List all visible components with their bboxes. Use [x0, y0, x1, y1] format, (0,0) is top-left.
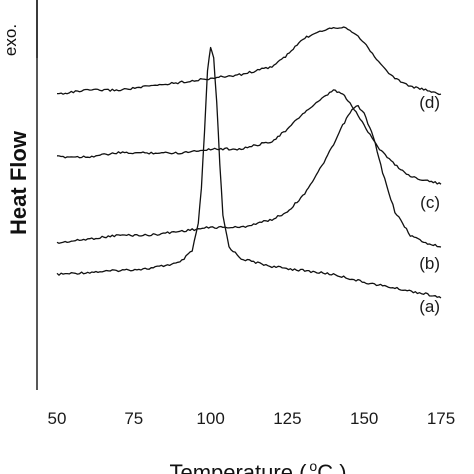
- x-axis-title-prefix: Temperature (: [169, 460, 307, 474]
- curve-label-b: (b): [419, 254, 440, 273]
- series-line-c: [56, 89, 442, 185]
- series-line-a: [56, 46, 442, 299]
- y-axis-title: Heat Flow: [6, 130, 31, 235]
- x-tick-label-50: 50: [48, 409, 67, 428]
- curve-label-a: (a): [419, 297, 440, 316]
- x-tick-labels: 50 75 100 125 150 175: [48, 409, 456, 428]
- series-group: [56, 26, 442, 299]
- exo-label: exo.: [1, 24, 20, 56]
- curve-label-c: (c): [420, 193, 440, 212]
- series-line-b: [56, 104, 442, 248]
- x-tick-label-125: 125: [273, 409, 301, 428]
- curve-labels: (a) (b) (c) (d): [419, 93, 440, 316]
- x-tick-label-150: 150: [350, 409, 378, 428]
- x-tick-label-100: 100: [196, 409, 224, 428]
- x-axis-title: Temperature (oC ): [169, 458, 346, 474]
- x-axis-title-unit: C ): [317, 460, 346, 474]
- x-axis-title-superscript: o: [309, 458, 317, 474]
- curve-label-d: (d): [419, 93, 440, 112]
- series-line-d: [57, 26, 442, 96]
- x-tick-label-75: 75: [124, 409, 143, 428]
- x-tick-label-175: 175: [427, 409, 455, 428]
